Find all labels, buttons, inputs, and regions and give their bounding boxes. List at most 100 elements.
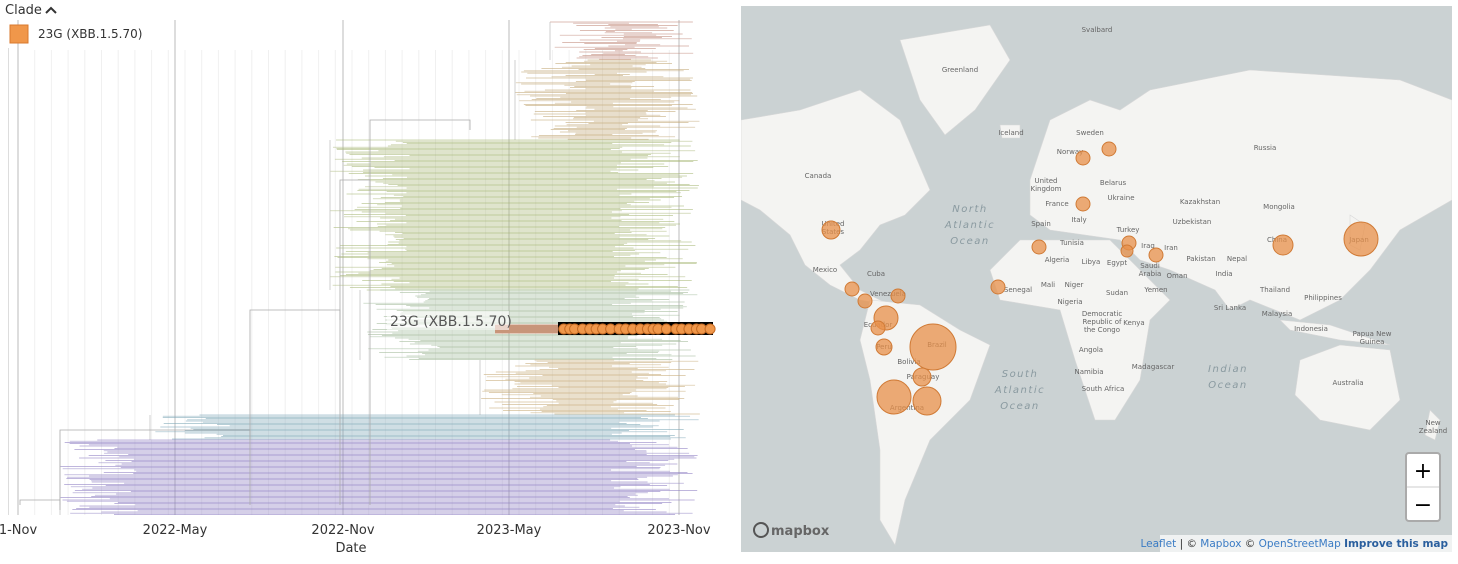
country-label: Belarus	[1100, 179, 1127, 187]
country-label: Namibia	[1075, 368, 1104, 376]
tree-panel: 1-Nov 2022-May 2022-Nov 2023-May 2023-Nov Dat…	[0, 20, 716, 556]
zoom-out[interactable]: −	[1414, 493, 1432, 518]
country-label: Yemen	[1143, 286, 1167, 294]
land	[1279, 319, 1391, 346]
country-label: Turkey	[1116, 226, 1140, 234]
location-bubble[interactable]	[912, 367, 932, 387]
country-label: Madagascar	[1132, 363, 1175, 371]
location-bubble[interactable]	[870, 320, 886, 336]
country-label: Angola	[1079, 346, 1103, 354]
ocean-label: Ocean	[950, 236, 990, 247]
attribution-bg	[1160, 535, 1452, 552]
country-label: Iceland	[998, 129, 1023, 137]
location-bubble[interactable]	[875, 338, 893, 356]
country-label: New	[1425, 419, 1441, 427]
land	[741, 89, 931, 306]
country-label: Democratic	[1082, 310, 1123, 318]
land	[899, 24, 1011, 136]
location-bubble[interactable]	[912, 386, 942, 416]
country-label: Malaysia	[1262, 310, 1293, 318]
location-bubble[interactable]	[1272, 234, 1294, 256]
country-label: Algeria	[1045, 256, 1070, 264]
ocean-label: Ocean	[1208, 380, 1248, 391]
location-bubble[interactable]	[990, 279, 1006, 295]
country-label: Sri Lanka	[1214, 304, 1246, 312]
country-label: Kazakhstan	[1180, 198, 1220, 206]
land	[989, 239, 1171, 421]
land	[999, 124, 1021, 139]
country-label: Indonesia	[1294, 325, 1328, 333]
country-label: Russia	[1254, 144, 1277, 152]
country-label: Philippines	[1304, 294, 1342, 302]
country-label: Venezuela	[870, 290, 906, 298]
country-label: Cuba	[867, 270, 885, 278]
country-label: Guinea	[1360, 338, 1385, 346]
x-axis-label: Date	[335, 541, 366, 556]
logo-icon	[753, 522, 769, 538]
country-label: Australia	[1333, 379, 1364, 387]
country-label: Nepal	[1227, 255, 1247, 263]
country-label: the Congo	[1084, 326, 1120, 334]
location-bubble[interactable]	[909, 323, 957, 371]
country-label: Bolivia	[897, 358, 920, 366]
location-bubble[interactable]	[821, 220, 841, 240]
attribution-part[interactable]: Improve this map	[1344, 538, 1448, 550]
x-tick-label: 2023-May	[477, 523, 542, 538]
x-tick-label: 1-Nov	[0, 523, 37, 538]
ocean-label: Indian	[1208, 364, 1248, 375]
land	[1294, 344, 1401, 431]
country-label: Egypt	[1107, 259, 1127, 267]
x-tick-label: 2023-Nov	[647, 523, 710, 538]
country-label: Oman	[1166, 272, 1187, 280]
location-bubble[interactable]	[844, 281, 860, 297]
country-label: Sweden	[1076, 129, 1104, 137]
country-label: Mongolia	[1263, 203, 1295, 211]
map-panel: Svalbard Greenland Iceland Sweden Norway Russ…	[741, 6, 1452, 552]
location-bubble[interactable]	[890, 288, 906, 304]
legend-item[interactable]: 23G (XBB.1.5.70)	[38, 27, 142, 41]
country-label: Mali	[1041, 281, 1055, 289]
location-bubble[interactable]	[1148, 247, 1164, 263]
location-bubble[interactable]	[1031, 239, 1047, 255]
country-label: Sudan	[1106, 289, 1128, 297]
country-label: Libya	[1082, 258, 1101, 266]
country-label: Norway	[1057, 148, 1084, 156]
country-label: India	[1215, 270, 1232, 278]
legend-toggle[interactable]	[45, 6, 57, 14]
country-label: Senegal	[1004, 286, 1032, 294]
country-label: Pakistan	[1186, 255, 1215, 263]
ocean-label: Atlantic	[994, 385, 1045, 396]
country-label: Uzbekistan	[1173, 218, 1212, 226]
attribution-part[interactable]: Mapbox	[1200, 538, 1241, 550]
zoom-in[interactable]: +	[1414, 459, 1432, 484]
location-bubble[interactable]	[1101, 141, 1117, 157]
attribution: Leaflet | © Mapbox © OpenStreetMap Impro…	[1140, 538, 1448, 550]
clade-label: 23G (XBB.1.5.70)	[390, 314, 512, 330]
ocean-label: South	[1002, 369, 1039, 380]
location-bubble[interactable]	[1075, 150, 1091, 166]
legend-title[interactable]: Clade	[5, 3, 42, 18]
attribution-part: | ©	[1180, 538, 1197, 550]
country-label: Republic of	[1083, 318, 1122, 326]
country-label: Thailand	[1259, 286, 1290, 294]
ocean-label: Ocean	[1000, 401, 1040, 412]
country-label: Italy	[1071, 216, 1086, 224]
country-label: Mexico	[813, 266, 837, 274]
attribution-part: ©	[1245, 538, 1256, 550]
location-bubble[interactable]	[857, 293, 873, 309]
location-bubble[interactable]	[1120, 244, 1134, 258]
country-label: Arabia	[1139, 270, 1162, 278]
country-label: Nigeria	[1057, 298, 1082, 306]
attribution-part[interactable]: Leaflet	[1140, 538, 1176, 550]
attribution-part[interactable]: OpenStreetMap	[1259, 538, 1341, 550]
legend-swatch[interactable]	[9, 24, 29, 44]
location-bubble[interactable]	[1075, 196, 1091, 212]
location-bubble[interactable]	[1343, 221, 1379, 257]
location-bubble[interactable]	[876, 379, 912, 415]
country-label: Svalbard	[1082, 26, 1113, 34]
country-label: Iraq	[1141, 242, 1155, 250]
clade-label-bg	[387, 311, 509, 330]
land	[859, 299, 991, 546]
land	[1424, 409, 1441, 441]
